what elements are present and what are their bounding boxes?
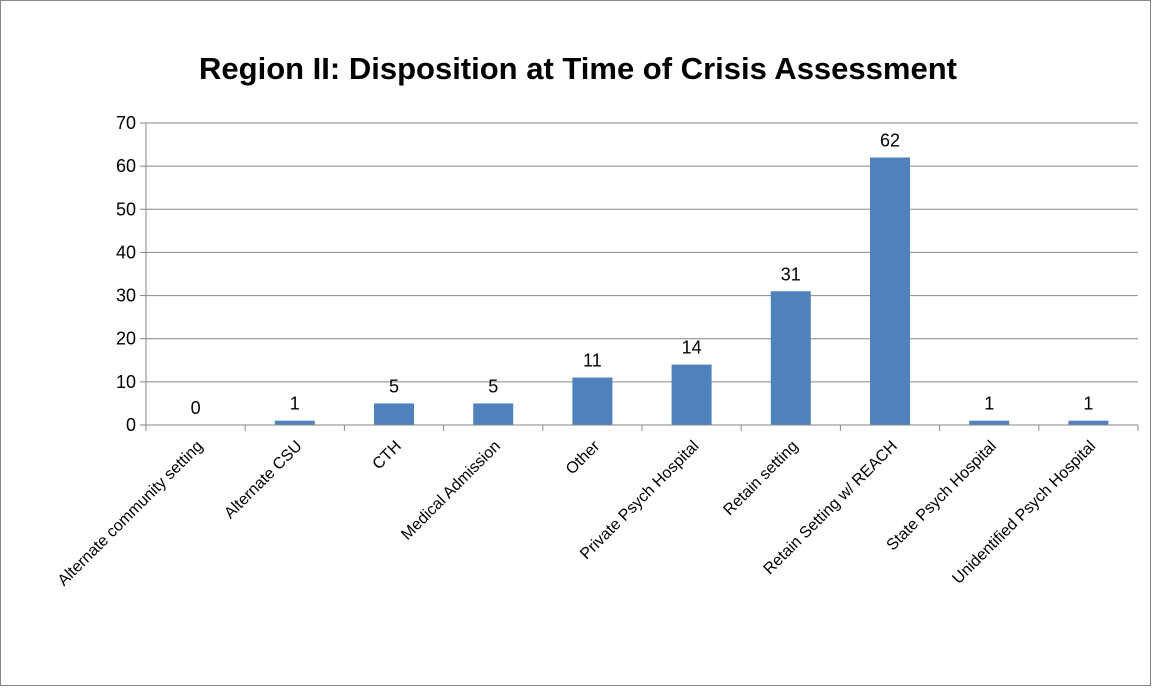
bars [274,157,1109,425]
data-label: 31 [781,264,801,284]
data-label: 5 [488,376,498,396]
data-label: 62 [880,131,900,151]
bar [572,377,613,425]
bar [374,403,414,425]
bar [473,403,514,425]
y-tick-label: 70 [116,113,136,133]
y-tick-label: 40 [116,242,136,262]
x-category-label: Retain setting [720,438,801,519]
bar [770,291,811,425]
chart-title: Region II: Disposition at Time of Crisis… [199,51,957,86]
y-tick-label: 0 [126,415,136,435]
data-label: 1 [1083,394,1093,414]
y-tick-label: 10 [116,372,136,392]
data-label: 5 [389,376,399,396]
y-tick-label: 30 [116,286,136,306]
x-category-label: Other [563,437,604,478]
y-tick-label: 20 [116,329,136,349]
x-category-label: Alternate CSU [221,438,305,522]
y-tick-label: 60 [116,156,136,176]
x-axis-category-labels: Alternate community setting Alternate CSU… [55,437,1099,589]
data-label: 11 [583,351,602,371]
y-axis-tick-labels: 0 10 20 30 40 50 60 70 [116,113,136,435]
data-label: 0 [191,398,201,418]
bar [671,364,712,425]
x-category-label: State Psych Hospital [884,438,1000,554]
x-category-label: Alternate community setting [55,438,207,590]
gridlines [140,122,1138,426]
data-label: 1 [984,394,994,414]
bar [274,420,315,425]
bar [1068,420,1109,425]
x-category-label: Medical Admission [398,438,504,544]
data-label: 1 [290,394,300,414]
data-label: 14 [682,338,702,358]
bar [870,157,910,425]
bar [969,420,1010,425]
x-category-label: CTH [370,438,405,473]
y-tick-label: 50 [116,199,136,219]
axes [145,123,1139,431]
